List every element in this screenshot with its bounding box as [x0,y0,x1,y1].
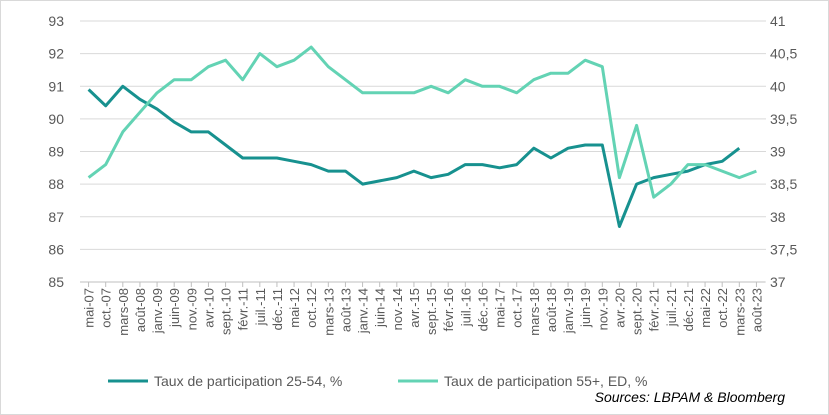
y2-tick-label: 37 [770,274,786,290]
x-tick-label: mai-12 [287,288,302,328]
x-tick-label: nov.-09 [184,288,199,330]
x-tick-label: mai-07 [82,288,97,328]
y-tick-label: 86 [48,241,64,257]
y-tick-label: 90 [48,111,64,127]
y2-tick-label: 37,5 [770,241,797,257]
y-tick-label: 91 [48,78,64,94]
y2-tick-label: 40,5 [770,46,797,62]
y-tick-label: 87 [48,209,64,225]
x-tick-label: mars-13 [321,288,336,336]
x-tick-label: avr.-10 [201,288,216,328]
x-tick-label: sept.-20 [630,288,645,335]
y2-tick-label: 38 [770,209,786,225]
x-tick-label: sept.-15 [424,288,439,335]
x-tick-label: oct.-22 [715,288,730,328]
x-tick-label: juin-19 [578,288,593,328]
x-tick-label: nov.-14 [390,288,405,330]
y2-tick-label: 39,5 [770,111,797,127]
x-tick-label: août-08 [133,288,148,332]
x-tick-label: déc.-11 [270,288,285,330]
x-tick-label: mars-18 [527,288,542,336]
x-tick-label: déc.-21 [681,288,696,331]
x-tick-label: sept.-10 [219,288,234,335]
y-tick-label: 92 [48,46,64,62]
y2-tick-label: 39 [770,144,786,160]
x-tick-label: oct.-17 [510,288,525,328]
y2-tick-label: 40 [770,78,786,94]
x-tick-label: août-23 [749,288,764,332]
x-tick-label: juil.-11 [253,288,268,326]
y-tick-label: 89 [48,144,64,160]
x-tick-label: mai-17 [493,288,508,328]
x-tick-label: mars-08 [116,288,131,336]
x-tick-label: févr.-11 [236,288,251,330]
y-tick-label: 88 [48,176,64,192]
series-line [87,45,757,199]
legend-label: Taux de participation 55+, ED, % [444,373,648,389]
y-tick-label: 85 [48,274,64,290]
x-tick-label: janv.-19 [561,288,576,334]
x-tick-label: janv.-14 [356,288,371,334]
x-tick-label: août-13 [338,288,353,332]
series-line [87,84,741,228]
x-tick-label: déc.-16 [475,288,490,331]
x-tick-label: août-18 [544,288,559,332]
y-tick-label: 93 [48,13,64,29]
y2-tick-label: 41 [770,13,786,29]
source: Sources: LBPAM & Bloomberg [595,389,786,405]
x-tick-label: oct.-07 [99,288,114,328]
x-tick-label: févr.-16 [441,288,456,331]
x-tick-label: juin-14 [373,288,388,328]
x-tick-label: juil.-21 [664,288,679,327]
x-tick-label: avr.-20 [612,288,627,328]
x-tick-label: nov.-19 [595,288,610,330]
x-tick-label: janv.-09 [150,288,165,334]
x-tick-label: juin-09 [167,288,182,328]
x-tick-label: juil.-16 [458,288,473,327]
x-tick-label: févr.-21 [647,288,662,331]
x-tick-label: mars-23 [732,288,747,336]
legend-label: Taux de participation 25-54, % [154,373,342,389]
y2-tick-label: 38,5 [770,176,797,192]
x-tick-label: oct.-12 [304,288,319,328]
x-tick-label: mai-22 [698,288,713,328]
x-tick-label: avr.-15 [407,288,422,328]
